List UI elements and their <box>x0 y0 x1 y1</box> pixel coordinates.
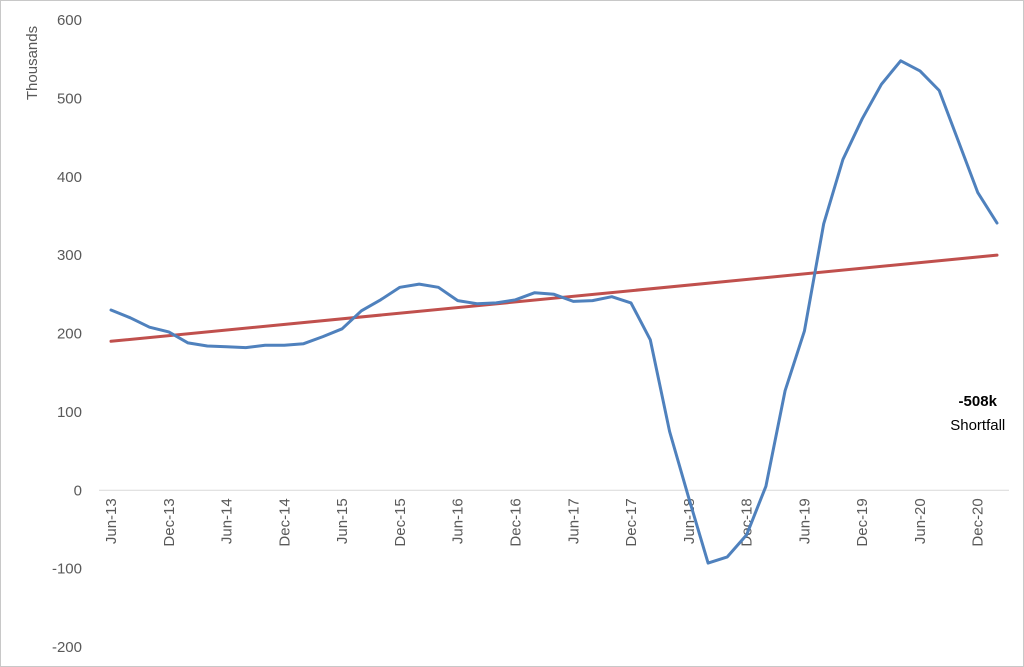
y-tick-label: 400 <box>57 169 82 186</box>
y-tick-label: 200 <box>57 326 82 343</box>
x-tick-label: Dec-15 <box>392 498 409 546</box>
x-tick-label: Jun-13 <box>103 498 120 544</box>
x-tick-label: Dec-18 <box>739 498 756 546</box>
y-axis-title: Thousands <box>24 26 41 100</box>
y-tick-label: 100 <box>57 404 82 421</box>
y-tick-label: 0 <box>74 482 82 499</box>
x-tick-label: Dec-20 <box>970 498 987 546</box>
y-tick-label: 300 <box>57 247 82 264</box>
x-tick-label: Dec-19 <box>854 498 871 546</box>
y-tick-label: -200 <box>52 639 82 656</box>
annotation-value: -508k <box>959 393 998 410</box>
trend-line <box>109 253 999 343</box>
y-tick-label: 600 <box>57 12 82 29</box>
x-tick-label: Jun-15 <box>334 498 351 544</box>
x-tick-label: Dec-17 <box>623 498 640 546</box>
x-tick-label: Jun-20 <box>912 498 929 544</box>
y-tick-label: -100 <box>52 561 82 578</box>
x-tick-label: Dec-14 <box>276 498 293 546</box>
x-tick-label: Jun-14 <box>219 498 236 544</box>
x-tick-label: Jun-19 <box>796 498 813 544</box>
x-tick-label: Dec-16 <box>507 498 524 546</box>
annotation-caption: Shortfall <box>950 417 1005 434</box>
x-tick-label: Jun-16 <box>450 498 467 544</box>
y-tick-label: 500 <box>57 90 82 107</box>
series-line <box>109 59 999 565</box>
x-tick-label: Dec-13 <box>161 498 178 546</box>
x-tick-label: Jun-17 <box>565 498 582 544</box>
